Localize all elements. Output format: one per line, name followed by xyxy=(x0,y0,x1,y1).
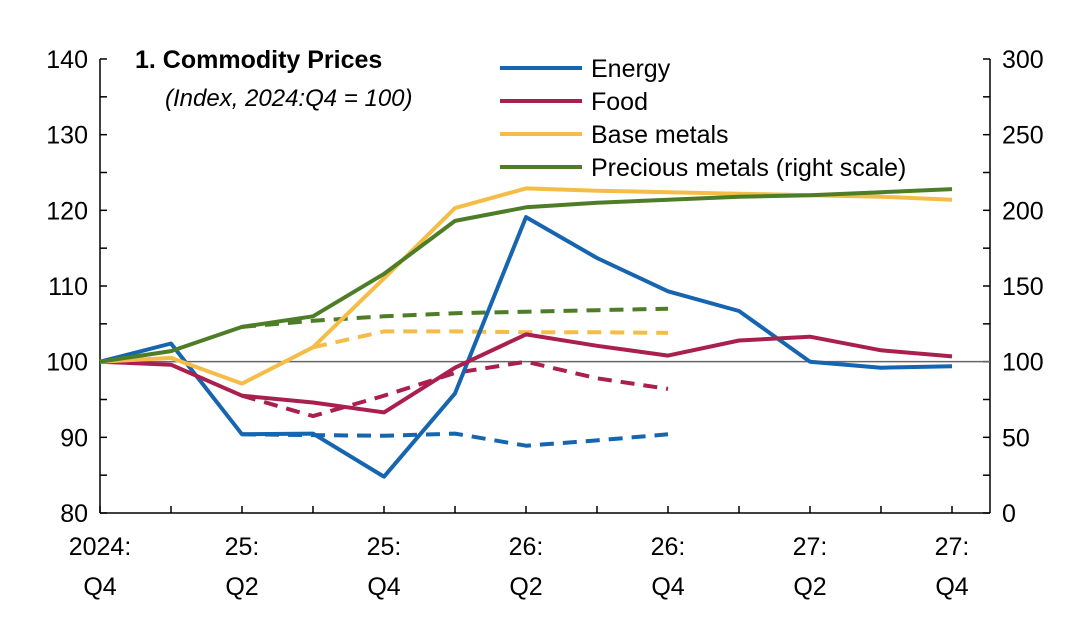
chart-subtitle: (Index, 2024:Q4 = 100) xyxy=(165,85,413,112)
left-tick-label: 90 xyxy=(60,424,88,452)
right-tick-label: 100 xyxy=(1002,349,1044,377)
x-tick-label: Q2 xyxy=(225,573,258,601)
series-line-energy xyxy=(99,215,953,479)
x-tick-label: 26: xyxy=(509,533,544,561)
left-tick-label: 80 xyxy=(60,500,88,528)
x-tick-label: 25: xyxy=(225,533,260,561)
dashed-series-line-projection-6 xyxy=(312,329,669,350)
right-tick-label: 150 xyxy=(1002,273,1044,301)
x-tick-label: 27: xyxy=(793,533,828,561)
x-tick-label: Q4 xyxy=(367,573,400,601)
axes: 80 90 100 110 120 130 140 0 50 100 150 200 250 300 202… xyxy=(46,46,1043,601)
left-tick-label: 110 xyxy=(48,273,88,301)
right-tick-label: 0 xyxy=(1002,500,1016,528)
dashed-series-line-projection-7 xyxy=(241,306,669,329)
legend-label: Food xyxy=(591,88,648,116)
left-tick-label: 130 xyxy=(46,122,88,150)
left-tick-label: 140 xyxy=(46,46,88,74)
x-tick-label: Q4 xyxy=(651,573,684,601)
x-tick-label: 2024: xyxy=(69,533,132,561)
legend-label: Energy xyxy=(591,55,671,83)
right-tick-label: 50 xyxy=(1002,424,1030,452)
left-tick-label: 120 xyxy=(46,197,88,225)
x-tick-label: 26: xyxy=(651,533,686,561)
x-tick-label: Q4 xyxy=(935,573,968,601)
x-tick-label: 27: xyxy=(935,533,970,561)
series-lines xyxy=(99,186,953,479)
x-tick-label: Q4 xyxy=(83,573,116,601)
chart-title: 1. Commodity Prices xyxy=(135,46,382,74)
series-line-precious-metals-right-scale xyxy=(99,187,953,364)
x-tick-label: 25: xyxy=(367,533,402,561)
legend-label: Precious metals (right scale) xyxy=(591,154,906,182)
legend-label: Base metals xyxy=(591,121,729,149)
x-tick-label: Q2 xyxy=(793,573,826,601)
right-tick-label: 200 xyxy=(1002,197,1044,225)
legend: Energy Food Base metals Precious metals (ri… xyxy=(500,55,906,182)
x-tick-label: Q2 xyxy=(509,573,542,601)
right-tick-label: 300 xyxy=(1002,46,1044,74)
series-line-food xyxy=(99,332,953,415)
right-tick-label: 250 xyxy=(1002,122,1044,150)
left-tick-label: 100 xyxy=(46,349,88,377)
dashed-series-line-projection-5 xyxy=(241,359,669,419)
